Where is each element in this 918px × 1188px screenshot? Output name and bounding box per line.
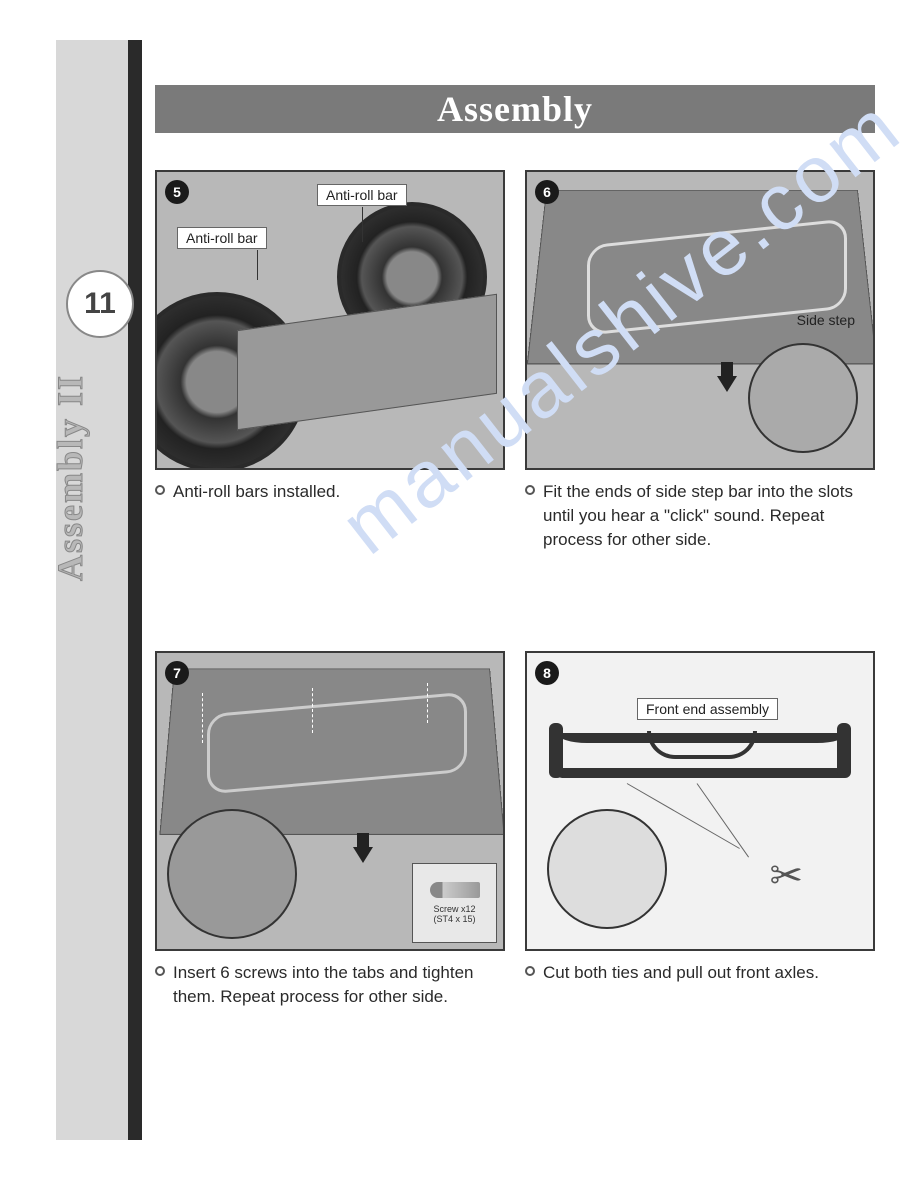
label-front-end-assembly: Front end assembly: [637, 698, 778, 720]
screw-spec-box: Screw x12 (ST4 x 15): [412, 863, 497, 943]
screw-size: (ST4 x 15): [433, 914, 475, 924]
detail-inset-circle: [748, 343, 858, 453]
panel-step-7: 7 Screw x12 (ST4 x 15): [155, 651, 505, 1009]
detail-inset-circle: [167, 809, 297, 939]
caption-7: Insert 6 screws into the tabs and tighte…: [155, 961, 505, 1009]
screw-guide-line: [202, 693, 203, 743]
caption-6: Fit the ends of side step bar into the s…: [525, 480, 875, 551]
page-number-circle: 11: [66, 270, 134, 338]
panel-image-5: 5 Anti-roll bar Anti-roll bar: [155, 170, 505, 470]
axle-end-shape: [549, 723, 563, 778]
bullet-icon: [525, 966, 535, 976]
left-margin-band: [56, 40, 128, 1140]
panel-step-5: 5 Anti-roll bar Anti-roll bar Anti-roll …: [155, 170, 505, 551]
screw-icon: [430, 882, 480, 898]
scissors-icon: ✂: [769, 853, 803, 899]
tie-line: [697, 784, 749, 858]
panel-image-8: 8 Front end assembly ✂: [525, 651, 875, 951]
caption-8: Cut both ties and pull out front axles.: [525, 961, 875, 985]
arrow-down-icon: [721, 362, 733, 376]
arrow-down-icon: [353, 847, 373, 863]
panel-row-2: 7 Screw x12 (ST4 x 15): [155, 651, 875, 1009]
callout-line: [362, 207, 363, 242]
page-number: 11: [84, 287, 116, 321]
screw-guide-line: [312, 688, 313, 733]
arrow-down-icon: [717, 376, 737, 392]
label-anti-roll-bar-1: Anti-roll bar: [317, 184, 407, 206]
detail-inset-circle: [547, 809, 667, 929]
page-title: Assembly: [437, 88, 593, 130]
caption-5: Anti-roll bars installed.: [155, 480, 505, 504]
step-badge-6: 6: [535, 180, 559, 204]
caption-text-5: Anti-roll bars installed.: [173, 480, 340, 504]
title-band: Assembly: [155, 85, 875, 133]
bullet-icon: [525, 485, 535, 495]
screw-guide-line: [427, 683, 428, 723]
bullet-icon: [155, 966, 165, 976]
step-badge-5: 5: [165, 180, 189, 204]
panel-image-7: 7 Screw x12 (ST4 x 15): [155, 651, 505, 951]
panels-container: 5 Anti-roll bar Anti-roll bar Anti-roll …: [155, 170, 875, 1109]
bullet-icon: [155, 485, 165, 495]
panel-row-1: 5 Anti-roll bar Anti-roll bar Anti-roll …: [155, 170, 875, 551]
caption-text-8: Cut both ties and pull out front axles.: [543, 961, 819, 985]
roll-bar-curve: [647, 731, 757, 759]
axle-end-shape: [837, 723, 851, 778]
label-side-step: Side step: [789, 310, 863, 330]
side-section-label: Assembly II: [49, 374, 91, 581]
panel-step-8: 8 Front end assembly ✂ Cut: [525, 651, 875, 1009]
label-anti-roll-bar-2: Anti-roll bar: [177, 227, 267, 249]
screw-count: Screw x12: [433, 904, 475, 914]
left-accent-bar: [128, 40, 142, 1140]
axle-bar-shape: [557, 768, 847, 778]
caption-text-6: Fit the ends of side step bar into the s…: [543, 480, 875, 551]
panel-step-6: 6 Side step Fit the ends of side step ba…: [525, 170, 875, 551]
callout-line: [257, 250, 258, 280]
arrow-down-icon: [357, 833, 369, 847]
step-badge-8: 8: [535, 661, 559, 685]
panel-image-6: 6 Side step: [525, 170, 875, 470]
caption-text-7: Insert 6 screws into the tabs and tighte…: [173, 961, 505, 1009]
